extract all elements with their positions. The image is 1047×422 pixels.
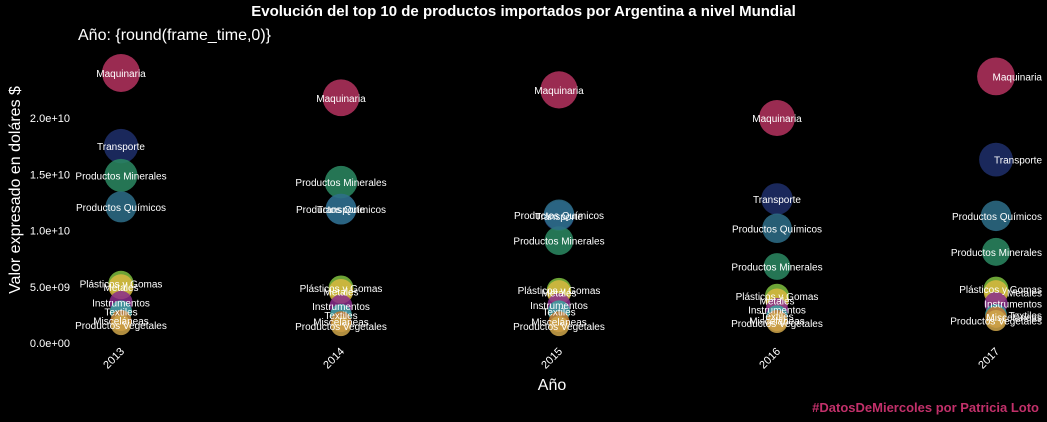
data-point — [759, 100, 795, 136]
point-label: Plásticos y Gomas — [300, 284, 383, 295]
point-label: Textiles — [324, 311, 357, 322]
data-point — [540, 71, 578, 109]
point-label: Productos Minerales — [951, 248, 1042, 259]
point-label: Instrumentos — [530, 301, 588, 312]
point-label: Maquinaria — [316, 94, 366, 105]
point-label: Maquinaria — [993, 72, 1043, 83]
x-tick-label: 2014 — [321, 346, 347, 372]
point-label: Productos Vegetales — [513, 322, 605, 333]
x-axis-title: Año — [538, 377, 567, 394]
point-label: Transporte — [317, 205, 365, 216]
point-label: Misceláneas — [313, 318, 369, 329]
data-point — [103, 128, 139, 164]
point-label: Transporte — [753, 195, 801, 206]
data-point — [544, 226, 574, 256]
data-point — [763, 253, 791, 280]
data-point — [322, 79, 360, 117]
point-label: Metales — [323, 287, 358, 298]
point-label: Metales — [759, 296, 794, 307]
point-label: Maquinaria — [534, 86, 584, 97]
point-label: Productos Minerales — [731, 263, 822, 274]
point-label: Textiles — [760, 312, 793, 323]
y-tick-label: 0.0e+00 — [30, 338, 70, 350]
data-point — [980, 200, 1012, 232]
point-label: Misceláneas — [749, 317, 805, 328]
y-tick-label: 1.5e+10 — [30, 169, 70, 181]
point-label: Misceláneas — [531, 318, 587, 329]
point-label: Textiles — [104, 308, 137, 319]
y-tick-label: 5.0e+09 — [30, 282, 70, 294]
data-point — [762, 213, 792, 244]
data-point — [979, 142, 1013, 177]
point-label: Textiles — [542, 308, 575, 319]
x-tick-label: 2013 — [101, 346, 127, 372]
point-label: Productos Minerales — [75, 171, 166, 182]
data-point — [331, 316, 351, 337]
point-label: Productos Químicos — [952, 212, 1042, 223]
point-label: Productos Químicos — [732, 224, 822, 235]
point-label: Instrumentos — [92, 299, 150, 310]
chart-title: Evolución del top 10 de productos import… — [251, 3, 796, 20]
data-point — [102, 54, 140, 92]
point-label: Productos Vegetales — [950, 317, 1042, 328]
x-tick-label: 2016 — [757, 346, 783, 372]
data-point — [325, 193, 357, 225]
data-point — [977, 57, 1015, 96]
point-label: Transporte — [97, 142, 145, 153]
point-label: Productos Químicos — [76, 203, 166, 214]
data-point — [766, 312, 788, 334]
data-point — [104, 158, 138, 192]
point-label: Plásticos y Gomas — [959, 285, 1042, 296]
point-label: Productos Químicos — [514, 211, 604, 222]
point-label: Productos Vegetales — [731, 319, 823, 330]
data-point — [982, 237, 1010, 266]
point-label: Instrumentos — [984, 300, 1042, 311]
point-label: Maquinaria — [96, 69, 146, 80]
point-label: Productos Químicos — [296, 205, 386, 216]
point-label: Transporte — [535, 212, 583, 223]
point-label: Plásticos y Gomas — [80, 279, 163, 290]
point-label: Plásticos y Gomas — [736, 292, 819, 303]
point-label: Instrumentos — [748, 305, 806, 316]
point-label: Metales — [541, 288, 576, 299]
point-label: Productos Vegetales — [295, 322, 387, 333]
data-point — [543, 199, 575, 231]
data-point — [549, 316, 569, 337]
point-label: Productos Vegetales — [75, 321, 167, 332]
data-point — [324, 165, 358, 199]
point-label: Metales — [1007, 288, 1042, 299]
point-label: Textiles — [1009, 311, 1042, 322]
x-tick-label: 2017 — [976, 346, 1002, 372]
point-label: Instrumentos — [312, 302, 370, 313]
y-axis-title: Valor expresado en doláres $ — [7, 86, 24, 294]
point-label: Maquinaria — [752, 114, 802, 125]
point-label: Productos Minerales — [295, 178, 386, 189]
point-label: Metales — [103, 283, 138, 294]
point-label: Misceláneas — [93, 317, 149, 328]
data-point — [761, 183, 793, 215]
point-label: Transporte — [994, 156, 1042, 167]
caption: #DatosDeMiercoles por Patricia Loto — [812, 400, 1039, 415]
frame-label: Año: {round(frame_time,0)} — [78, 27, 271, 44]
point-label: Plásticos y Gomas — [518, 286, 601, 297]
x-tick-label: 2015 — [539, 346, 565, 372]
data-point — [985, 310, 1007, 331]
y-tick-label: 1.0e+10 — [30, 226, 70, 238]
data-point — [105, 191, 137, 223]
data-point — [110, 314, 132, 336]
point-label: Productos Minerales — [513, 237, 604, 248]
y-tick-label: 2.0e+10 — [30, 113, 70, 125]
point-label: Misceláneas — [986, 313, 1042, 324]
